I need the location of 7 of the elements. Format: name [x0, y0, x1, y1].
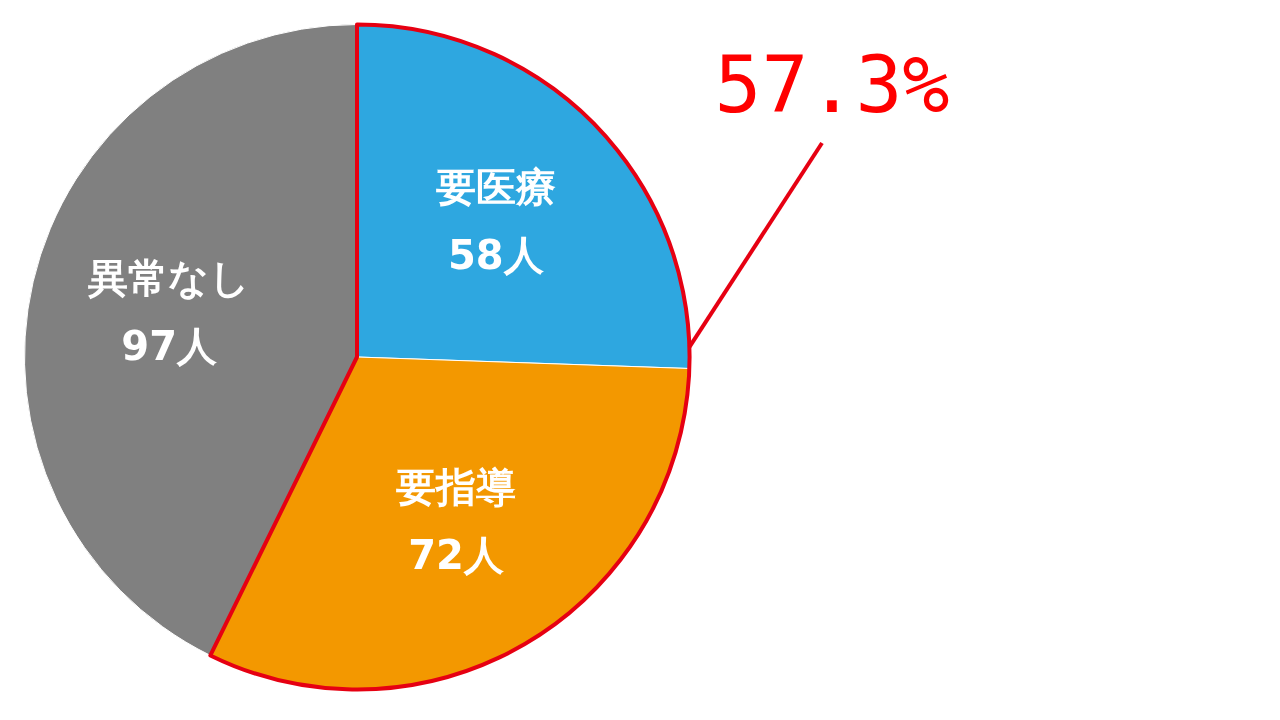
slice-label: 異常なし [88, 254, 251, 301]
slice-label: 要指導 [396, 463, 517, 510]
text: 57.3% [714, 40, 950, 131]
data-label: 58人 [447, 232, 545, 279]
slice-label: 要医療 [435, 164, 556, 211]
data-label: 97人 [121, 322, 218, 369]
data-label: 72人 [408, 531, 505, 578]
